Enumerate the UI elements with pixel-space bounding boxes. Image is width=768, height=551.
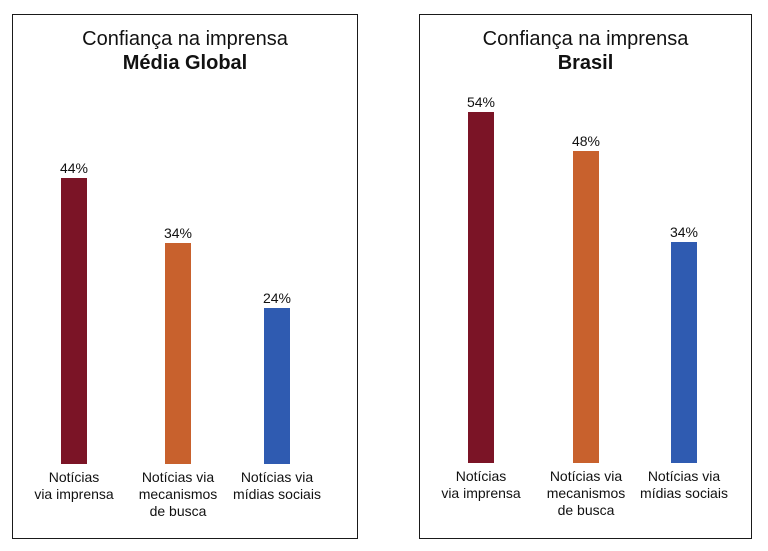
- bar-chart-global: 44% Notícias via imprensa 34% Notícias via me…: [34, 160, 321, 519]
- category-label: Notícias via mídias sociais: [233, 469, 321, 502]
- bar-chart-brasil: 54% Notícias via imprensa 48% Notícias via me…: [441, 94, 728, 518]
- category-label: Notícias via imprensa: [441, 468, 521, 501]
- data-label: 54%: [467, 94, 495, 110]
- chart-subtitle: Média Global: [122, 52, 248, 74]
- data-label: 24%: [263, 290, 291, 306]
- data-label: 34%: [164, 225, 192, 241]
- category-label: Notícias via imprensa: [34, 469, 114, 502]
- bar: [573, 151, 599, 463]
- bar: [671, 242, 697, 463]
- data-label: 34%: [670, 224, 698, 240]
- bar: [264, 308, 290, 464]
- chart-title: Confiança na imprensa Média Global: [13, 27, 357, 75]
- bar: [468, 112, 494, 463]
- category-label: Notícias via mecanismos de busca: [139, 469, 218, 519]
- data-label: 48%: [572, 133, 600, 149]
- chart-title-line: Confiança na imprensa: [482, 28, 689, 50]
- bar: [61, 178, 87, 464]
- chart-panel-global: Confiança na imprensa Média Global 44% No…: [12, 14, 358, 539]
- chart-panel-brasil: Confiança na imprensa Brasil 54% Notícias…: [419, 14, 752, 539]
- data-label: 44%: [60, 160, 88, 176]
- category-label: Notícias via mecanismos de busca: [547, 468, 626, 518]
- chart-title: Confiança na imprensa Brasil: [420, 27, 751, 75]
- category-label: Notícias via mídias sociais: [640, 468, 728, 501]
- bar: [165, 243, 191, 464]
- chart-subtitle: Brasil: [557, 52, 614, 74]
- chart-title-line: Confiança na imprensa: [82, 28, 288, 50]
